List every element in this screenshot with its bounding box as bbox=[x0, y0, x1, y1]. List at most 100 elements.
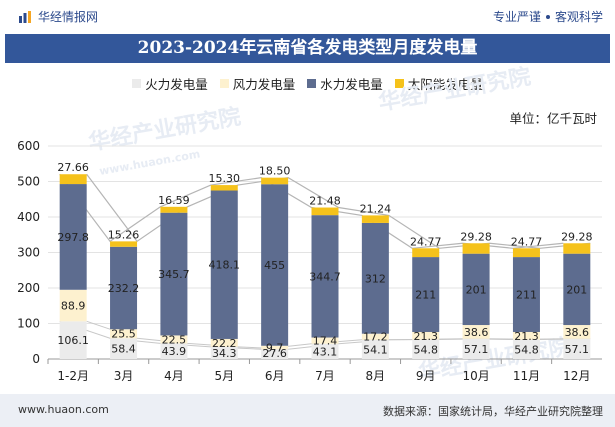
bar-thermal bbox=[261, 349, 289, 359]
bar-wind bbox=[311, 337, 339, 344]
data-label-solar: 21.24 bbox=[360, 202, 392, 215]
bar-thermal bbox=[563, 338, 591, 359]
data-label-solar: 24.77 bbox=[410, 235, 442, 248]
bar-wind bbox=[563, 325, 591, 339]
data-label-hydro: 201 bbox=[466, 283, 487, 296]
y-tick-label: 400 bbox=[17, 210, 40, 224]
brand-logo-icon bbox=[19, 10, 31, 23]
data-label-solar: 15.26 bbox=[108, 228, 140, 241]
footer-url[interactable]: www.huaon.com bbox=[18, 403, 109, 416]
data-label-thermal: 57.1 bbox=[464, 343, 489, 356]
x-tick-label: 10月 bbox=[462, 369, 489, 383]
data-label-solar: 15.30 bbox=[209, 172, 241, 185]
data-label-wind: 21.3 bbox=[413, 330, 438, 343]
data-label-wind: 21.3 bbox=[514, 330, 539, 343]
data-label-hydro: 211 bbox=[415, 289, 436, 302]
slogan-right: 客观科学 bbox=[554, 10, 603, 24]
data-label-thermal: 54.1 bbox=[363, 343, 388, 356]
bar-wind bbox=[412, 331, 440, 340]
x-tick-label: 1-2月 bbox=[57, 369, 89, 383]
bar-solar bbox=[59, 174, 87, 185]
data-label-thermal: 27.6 bbox=[262, 347, 287, 360]
y-tick-label: 200 bbox=[17, 281, 40, 295]
footer-source: 数据来源：国家统计局，华经产业研究院整理 bbox=[383, 405, 603, 418]
bar-hydro bbox=[462, 253, 490, 326]
bar-solar bbox=[110, 241, 138, 247]
data-label-hydro: 418.1 bbox=[209, 259, 241, 272]
y-tick-label: 300 bbox=[17, 246, 40, 260]
y-tick-label: 0 bbox=[32, 352, 40, 366]
bar-thermal bbox=[412, 339, 440, 359]
chart-title: 2023-2024年云南省各发电类型月度发电量 bbox=[5, 34, 610, 63]
data-label-solar: 24.77 bbox=[511, 235, 543, 248]
x-tick-label: 7月 bbox=[315, 369, 335, 383]
bar-wind bbox=[59, 289, 87, 322]
data-label-hydro: 232.2 bbox=[108, 282, 140, 295]
watermark-text: 华经产业研究院 bbox=[417, 334, 573, 386]
bar-wind bbox=[110, 329, 138, 339]
slogan-left: 专业严谨 bbox=[492, 10, 541, 24]
data-label-thermal: 34.3 bbox=[212, 347, 237, 360]
bar-hydro bbox=[311, 215, 339, 338]
legend-item-hydro[interactable]: 水力发电量 bbox=[307, 74, 383, 93]
y-tick-label: 100 bbox=[17, 317, 40, 331]
legend-label-solar: 太阳能发电量 bbox=[407, 77, 483, 92]
legend-swatch-solar bbox=[394, 79, 404, 88]
bar-solar bbox=[512, 248, 540, 258]
watermark-text: 华经产业研究院 bbox=[377, 64, 533, 116]
bar-thermal bbox=[462, 338, 490, 359]
data-label-wind: 22.2 bbox=[212, 337, 237, 350]
data-label-hydro: 211 bbox=[516, 289, 537, 302]
brand-name: 华经情报网 bbox=[38, 10, 99, 24]
legend-label-thermal: 火力发电量 bbox=[145, 77, 208, 92]
bar-wind bbox=[210, 338, 238, 347]
data-label-hydro: 455 bbox=[264, 259, 285, 272]
bar-solar bbox=[210, 185, 238, 191]
data-label-wind: 22.5 bbox=[162, 333, 187, 346]
bar-wind bbox=[160, 335, 188, 344]
legend-item-wind[interactable]: 风力发电量 bbox=[219, 74, 296, 93]
bar-hydro bbox=[210, 190, 238, 339]
top-bar: 华经情报网 专业严谨 客观科学 bbox=[0, 0, 615, 34]
data-label-hydro: 297.8 bbox=[57, 231, 89, 244]
bar-solar bbox=[160, 206, 188, 213]
bar-wind bbox=[261, 345, 289, 350]
watermark-text: 华经产业研究院 bbox=[87, 104, 243, 156]
legend-swatch-wind bbox=[219, 79, 229, 88]
unit-label: 单位：亿千瓦时 bbox=[509, 111, 597, 126]
data-label-thermal: 54.8 bbox=[514, 343, 539, 356]
chart-area: 华经产业研究院 华经产业研究院 华经产业研究院 www.huaon.com 0 1… bbox=[17, 64, 602, 386]
data-label-thermal: 57.1 bbox=[565, 343, 590, 356]
bar-hydro bbox=[110, 246, 138, 330]
x-tick-label: 11月 bbox=[513, 369, 540, 383]
bar-hydro bbox=[261, 184, 289, 346]
bar-thermal bbox=[311, 343, 339, 359]
legend-item-solar[interactable]: 太阳能发电量 bbox=[394, 74, 483, 93]
bar-solar bbox=[462, 243, 490, 254]
y-tick-label: 600 bbox=[17, 139, 40, 153]
bar-solar bbox=[563, 243, 591, 254]
bar-wind bbox=[361, 333, 389, 340]
data-label-wind: 88.9 bbox=[61, 300, 86, 313]
data-labels: 106.1 88.9 297.8 27.66 58.4 25.5 232.2 15.26 43.… bbox=[57, 161, 592, 360]
legend-label-wind: 风力发电量 bbox=[232, 77, 296, 92]
data-label-hydro: 201 bbox=[566, 283, 587, 296]
data-label-thermal: 54.8 bbox=[413, 343, 438, 356]
bar-thermal bbox=[361, 339, 389, 359]
data-label-hydro: 344.7 bbox=[309, 270, 341, 283]
watermark-url: www.huaon.com bbox=[98, 147, 201, 178]
y-axis: 0 100 200 300 400 500 600 bbox=[17, 139, 40, 366]
bar-thermal bbox=[512, 339, 540, 359]
data-label-thermal: 43.9 bbox=[162, 345, 187, 358]
bar-thermal bbox=[59, 321, 87, 359]
legend-item-thermal[interactable]: 火力发电量 bbox=[132, 74, 208, 93]
data-label-solar: 29.28 bbox=[561, 230, 593, 243]
bar-wind bbox=[512, 331, 540, 340]
bar-solar bbox=[261, 177, 289, 185]
brand[interactable]: 华经情报网 bbox=[18, 8, 98, 25]
data-label-solar: 18.50 bbox=[259, 165, 291, 178]
bar-thermal bbox=[210, 346, 238, 359]
data-label-hydro: 345.7 bbox=[158, 268, 190, 281]
legend-label-hydro: 水力发电量 bbox=[320, 77, 383, 92]
x-tick-label: 4月 bbox=[164, 369, 184, 383]
